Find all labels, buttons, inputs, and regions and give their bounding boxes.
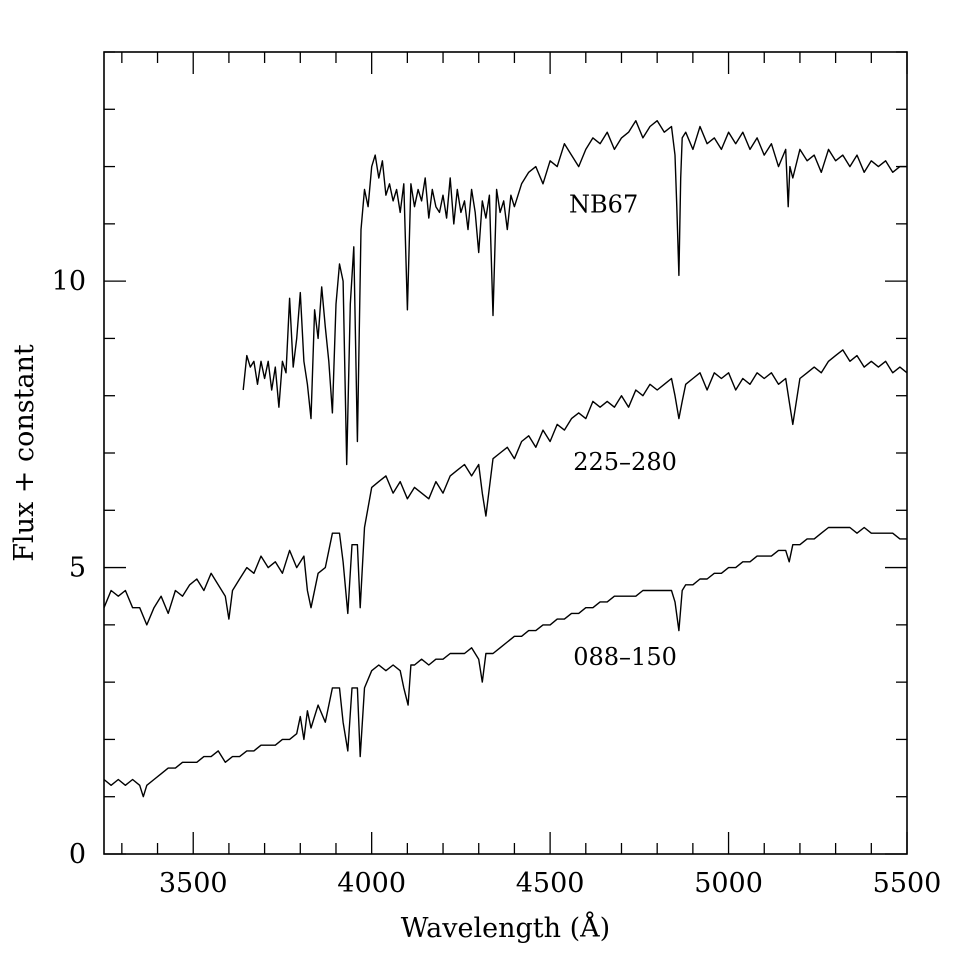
spectrum-line-1 [242, 119, 907, 466]
x-tick-label: 3500 [159, 868, 228, 899]
y-tick-label: 5 [69, 553, 86, 584]
spectrum-line-2 [103, 349, 908, 626]
spectrum-labels: NB67 225–280 088–150 [569, 190, 677, 671]
spectrum-line-3 [103, 526, 907, 798]
x-tick-label: 4000 [337, 868, 406, 899]
x-axis-title: Wavelength (Å) [401, 911, 610, 944]
axis-tick-labels: 3500 4000 4500 5000 5500 0 5 10 [52, 266, 942, 899]
y-tick-label: 0 [69, 839, 86, 870]
spectrum-label-3: 088–150 [573, 643, 677, 671]
y-tick-label: 10 [52, 266, 86, 297]
x-tick-label: 5000 [694, 868, 763, 899]
axis-ticks [104, 51, 908, 855]
spectrum-label-2: 225–280 [573, 448, 677, 476]
x-tick-label: 5500 [873, 868, 942, 899]
spectrum-label-1: NB67 [569, 190, 638, 218]
y-axis-title: Flux + constant [9, 344, 40, 562]
x-tick-label: 4500 [516, 868, 585, 899]
spectrum-lines [103, 119, 908, 798]
